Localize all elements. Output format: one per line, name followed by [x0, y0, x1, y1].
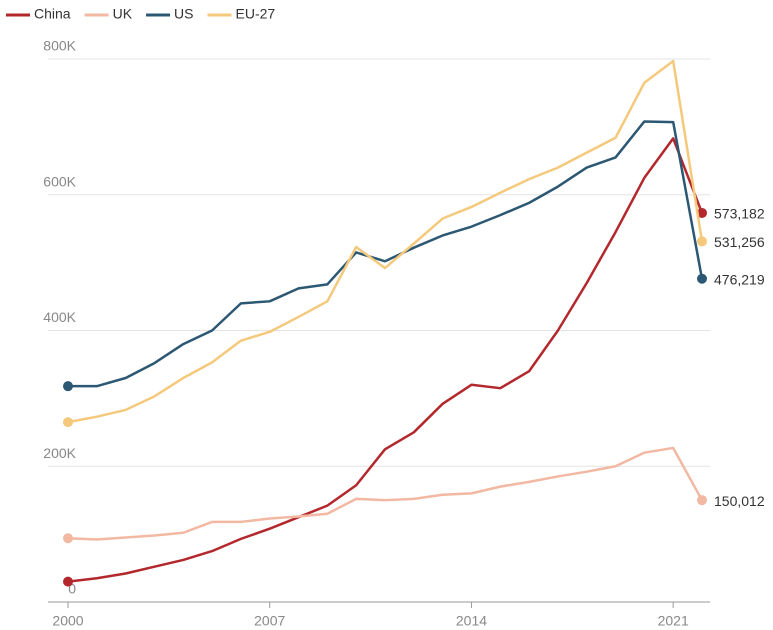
y-tick-label: 200K — [43, 445, 76, 461]
end-point — [697, 207, 707, 218]
end-point — [63, 576, 73, 587]
legend-label: EU-27 — [236, 6, 276, 22]
value-label: 531,256 — [714, 234, 765, 250]
value-label: 573,182 — [714, 206, 765, 222]
y-tick-label: 0 — [68, 581, 76, 597]
end-point — [63, 381, 73, 392]
x-tick-label: 2014 — [456, 613, 487, 629]
y-tick-label: 600K — [43, 173, 76, 189]
y-tick-label: 800K — [43, 38, 76, 54]
legend-label: US — [174, 6, 193, 22]
end-point — [697, 273, 707, 284]
series-line — [68, 120, 704, 388]
value-label: 476,219 — [714, 271, 765, 287]
x-tick-label: 2021 — [658, 613, 689, 629]
end-point — [63, 417, 73, 428]
end-point — [697, 495, 707, 506]
legend-label: UK — [113, 6, 133, 22]
series-line — [67, 446, 704, 541]
end-point — [63, 533, 73, 544]
y-tick-label: 400K — [43, 309, 76, 325]
legend-label: China — [34, 6, 71, 22]
value-label: 150,012 — [714, 493, 765, 509]
x-tick-label: 2000 — [52, 613, 83, 629]
x-tick-label: 2007 — [254, 613, 285, 629]
series-line — [67, 137, 704, 583]
end-point — [697, 236, 707, 247]
series-line — [67, 59, 704, 424]
